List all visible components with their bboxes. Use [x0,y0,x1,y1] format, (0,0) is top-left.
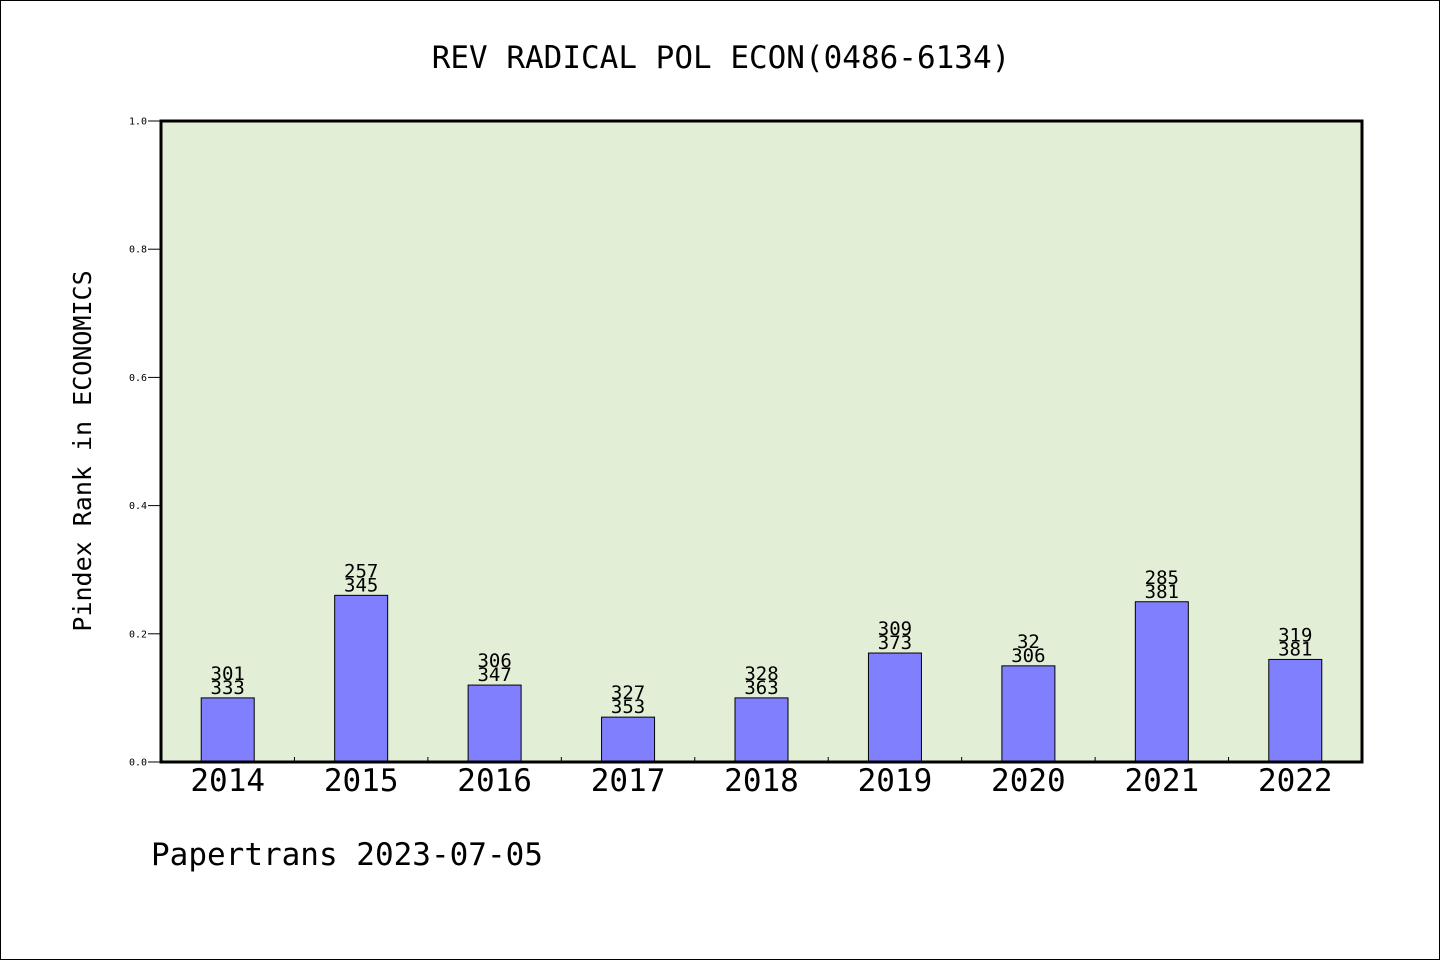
y-tick-label: 0.2 [129,629,147,640]
bar [1268,658,1323,763]
x-tick-label: 2020 [991,763,1066,799]
bar-label-top: 309 [878,618,912,640]
bar-label-top: 285 [1145,567,1179,589]
bar-label-bottom: 381 [1278,638,1312,660]
bar [1001,665,1056,763]
y-axis: 0.0 0.2 0.4 0.6 0.8 1.0 [129,117,161,769]
bar [1134,601,1189,763]
x-tick-label: 2022 [1258,763,1333,799]
bar-label-top: 328 [744,663,778,685]
x-tick-label: 2015 [324,763,399,799]
bar-label-bottom: 306 [1011,645,1045,667]
bar-label-bottom: 347 [477,664,511,686]
plot-border [159,119,1364,764]
y-tick-label: 0.0 [129,758,147,769]
y-tick-label: 0.8 [129,245,147,256]
y-tick-label: 0.6 [129,373,147,384]
bar [334,594,389,763]
bar-label-top: 327 [611,682,645,704]
bar-label-bottom: 345 [344,574,378,596]
x-tick-label: 2019 [858,763,933,799]
y-axis-label: Pindex Rank in ECONOMICS [68,270,97,631]
bar-label-bottom: 363 [744,677,778,699]
bar [467,684,522,763]
x-tick-label: 2014 [190,763,265,799]
bar-label-bottom: 381 [1145,581,1179,603]
bar-label-top: 257 [344,560,378,582]
y-tick-label: 1.0 [129,117,147,128]
x-axis: 2014 2015 2016 2017 2018 2019 2020 2021 2022 [190,757,1333,799]
bar-label-top: 32 [1017,631,1040,653]
x-tick-label: 2018 [724,763,799,799]
x-tick-label: 2016 [457,763,532,799]
footer-credit: Papertrans 2023-07-05 [151,837,543,873]
x-tick-label: 2021 [1125,763,1200,799]
bar [734,697,789,763]
bar-label-bottom: 333 [211,677,245,699]
bar-label-bottom: 373 [878,632,912,654]
y-tick-label: 0.4 [129,501,147,512]
bar [601,716,656,763]
bar [867,652,922,763]
bar-label-bottom: 353 [611,696,645,718]
bar-label-top: 306 [477,650,511,672]
bar-label-top: 319 [1278,624,1312,646]
bar-label-top: 301 [211,663,245,685]
x-tick-label: 2017 [591,763,666,799]
bar [200,697,255,763]
chart-title: REV RADICAL POL ECON(0486-6134) [432,40,1011,76]
